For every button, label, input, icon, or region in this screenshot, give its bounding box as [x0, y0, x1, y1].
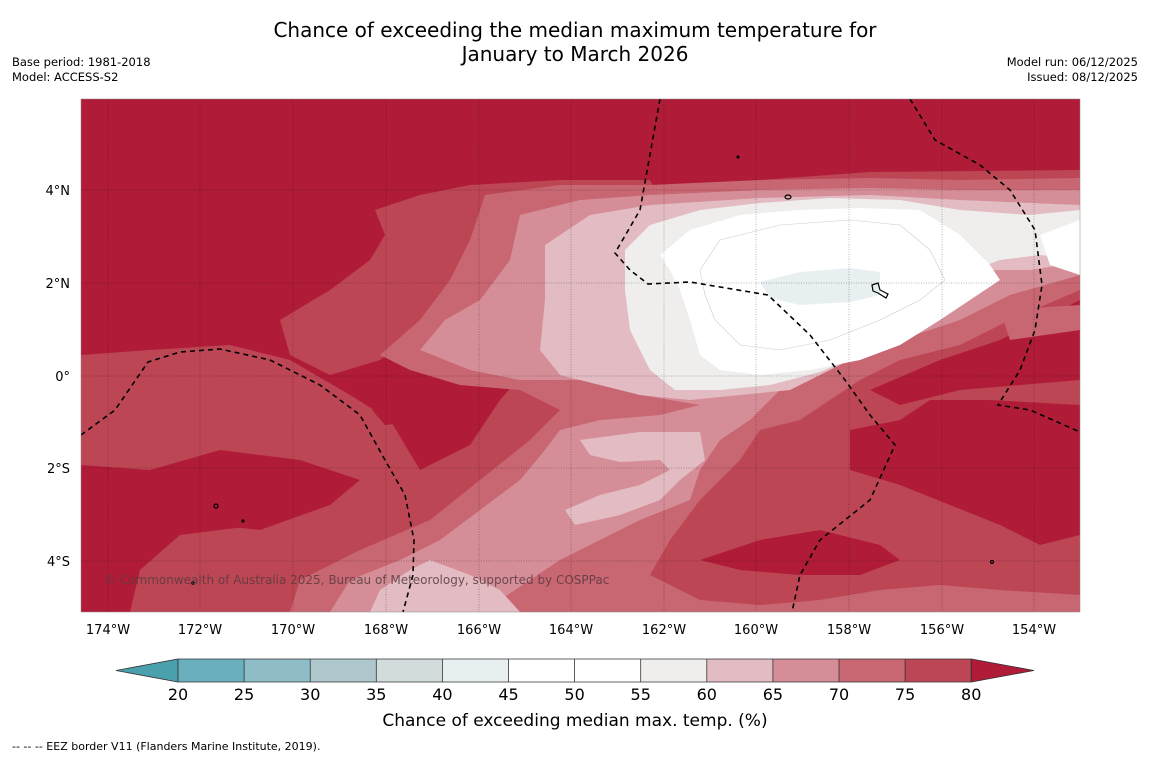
colorbar-title: Chance of exceeding median max. temp. (%… [382, 711, 767, 731]
base-period: Base period: 1981-2018 [12, 55, 151, 69]
lat-label: 2°S [47, 462, 70, 477]
lat-label: 4°N [46, 184, 71, 199]
lon-label: 156°W [920, 623, 964, 638]
island-6 [736, 155, 740, 159]
region-75-80-b [81, 410, 330, 468]
colorbar-bin [442, 659, 509, 682]
lon-label: 162°W [642, 623, 686, 638]
colorbar-bin [706, 659, 773, 682]
islands [191, 155, 995, 585]
map-frame [80, 98, 1081, 613]
colorbar-tick-label: 35 [366, 685, 386, 704]
lon-label: 160°W [734, 623, 778, 638]
lon-label: 154°W [1012, 623, 1056, 638]
colorbar-extend-low [115, 658, 179, 683]
colorbar-tick-label: 80 [961, 685, 981, 704]
lon-label: 170°W [271, 623, 315, 638]
longitude-labels: 174°W 172°W 170°W 168°W 166°W 164°W 162°… [86, 623, 1056, 638]
region-above-80-south [700, 530, 900, 575]
colorbar-extend-high [970, 658, 1035, 683]
colorbar-bin [508, 659, 575, 682]
colorbar-bin [376, 659, 443, 682]
metadata-left: Base period: 1981-2018 Model: ACCESS-S2 [12, 55, 151, 85]
colorbar-tick-label: 65 [763, 685, 783, 704]
colorbar-bin [905, 659, 972, 682]
model-run: Model run: 06/12/2025 [1006, 55, 1138, 69]
eez-legend-note: -- -- -- EEZ border V11 (Flanders Marine… [12, 740, 321, 753]
issued-date: Issued: 08/12/2025 [1027, 70, 1138, 84]
lat-label: 2°N [46, 277, 71, 292]
island-1 [784, 194, 792, 200]
region-above-80-east [850, 400, 1080, 545]
region-60-65-b [565, 432, 705, 525]
colorbar-bin [772, 659, 839, 682]
metadata-right: Model run: 06/12/2025 Issued: 08/12/2025 [1007, 55, 1138, 85]
colorbar-tick-label: 45 [498, 685, 518, 704]
island-5 [191, 581, 195, 585]
eez-border-central [614, 99, 896, 612]
model-name: Model: ACCESS-S2 [12, 70, 119, 84]
title-line-1: Chance of exceeding the median maximum t… [273, 18, 877, 42]
colorbar-tick-label: 70 [829, 685, 849, 704]
region-40-45 [760, 268, 880, 305]
colorbar-bin [310, 659, 377, 682]
latitude-labels: 4°N 2°N 0° 2°S 4°S [46, 184, 71, 570]
lon-label: 158°W [827, 623, 871, 638]
colorbar-bin [574, 659, 641, 682]
island-kiritimati [871, 282, 889, 299]
colorbar-tick-label: 50 [564, 685, 584, 704]
colorbar-tick-label: 60 [697, 685, 717, 704]
colorbar-bin [178, 659, 245, 682]
chart-title: Chance of exceeding the median maximum t… [0, 18, 1150, 66]
lon-label: 174°W [86, 623, 130, 638]
temperature-probability-map[interactable]: © Commonwealth of Australia 2025, Bureau… [81, 99, 1080, 612]
eez-border-west [81, 348, 415, 612]
lon-label: 172°W [178, 623, 222, 638]
lat-label: 4°S [47, 555, 70, 570]
colorbar-tick-label: 75 [895, 685, 915, 704]
island-4 [241, 519, 245, 523]
island-3 [989, 559, 995, 565]
region-above-80-islet [372, 410, 410, 425]
lon-label: 164°W [549, 623, 593, 638]
eez-borders [81, 99, 1080, 612]
eez-border-east [909, 99, 1080, 433]
gridlines [81, 99, 1080, 612]
island-2 [213, 503, 219, 509]
region-60-65-c [370, 560, 520, 612]
colorbar-tick-label: 25 [234, 685, 254, 704]
colorbar-bin [839, 659, 906, 682]
title-line-2: January to March 2026 [461, 42, 689, 66]
region-70-75-b [1000, 305, 1080, 340]
colorbar: 20 25 30 35 40 45 50 55 60 65 70 75 80 C… [115, 658, 1035, 731]
colorbar-tick-label: 20 [168, 685, 188, 704]
region-50-55-east [1040, 220, 1080, 275]
colorbar-tick-label: 55 [631, 685, 651, 704]
colorbar-bin [640, 659, 707, 682]
colorbar-tick-label: 30 [300, 685, 320, 704]
lat-label: 0° [55, 370, 70, 385]
copyright-notice: © Commonwealth of Australia 2025, Bureau… [104, 573, 609, 587]
colorbar-bin [244, 659, 311, 682]
region-above-80-west [81, 452, 350, 612]
colorbar-tick-label: 40 [432, 685, 452, 704]
lon-label: 166°W [457, 623, 501, 638]
lon-label: 168°W [364, 623, 408, 638]
